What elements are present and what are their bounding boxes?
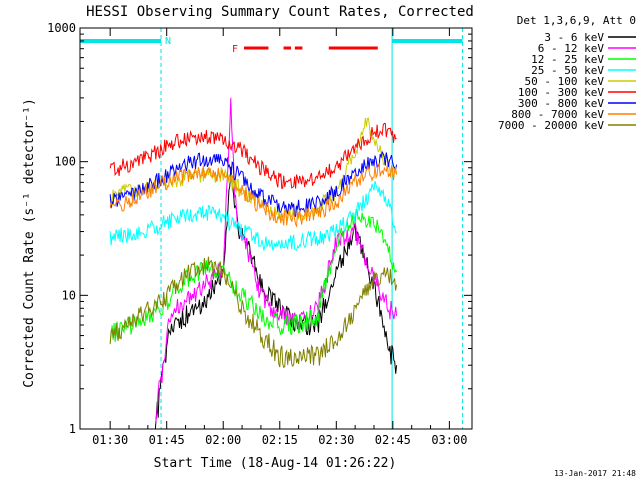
y-tick-label-0: 1 [69, 422, 76, 436]
x-tick-label-5: 02:45 [375, 433, 411, 447]
x-tick-label-4: 02:30 [318, 433, 354, 447]
x-tick-label-0: 01:30 [92, 433, 128, 447]
legend-label-5: 100 - 300 keV [518, 86, 604, 99]
flare-marker-label: F [232, 44, 238, 55]
legend-label-1: 6 - 12 keV [538, 42, 605, 55]
series-line-3 [109, 180, 397, 251]
night-marker-label: N [165, 36, 171, 47]
x-tick-label-6: 03:00 [431, 433, 467, 447]
y-tick-label-1: 10 [62, 288, 76, 302]
legend-label-2: 12 - 25 keV [531, 53, 604, 66]
x-tick-label-2: 02:00 [205, 433, 241, 447]
legend-label-8: 7000 - 20000 keV [498, 119, 604, 132]
legend-label-6: 300 - 800 keV [518, 97, 604, 110]
y-axis-label: Corrected Count Rate (s⁻¹ detector⁻¹) [22, 98, 37, 388]
y-tick-label-3: 1000 [47, 21, 76, 35]
x-axis: 01:30 01:45 02:00 02:15 02:30 02:45 03:00 [92, 28, 467, 447]
y-tick-label-2: 100 [54, 155, 76, 169]
series-line-4 [109, 117, 398, 222]
series-line-2 [109, 208, 398, 342]
legend-label-3: 25 - 50 keV [531, 64, 604, 77]
series-line-5 [109, 122, 397, 189]
legend-label-4: 50 - 100 keV [525, 75, 605, 88]
series-line-7 [109, 162, 398, 228]
plot-area: NF [80, 28, 464, 430]
legend-label-7: 800 - 7000 keV [511, 108, 604, 121]
y-axis: 1 10 100 1000 [47, 21, 472, 436]
legend-label-0: 3 - 6 keV [544, 31, 604, 44]
x-tick-label-3: 02:15 [262, 433, 298, 447]
x-axis-label: Start Time (18-Aug-14 01:26:22) [154, 456, 397, 471]
series-line-1 [154, 97, 398, 424]
series-line-8 [109, 256, 398, 369]
series-line-0 [154, 166, 398, 430]
timestamp: 13-Jan-2017 21:48 [554, 469, 636, 478]
chart-title: HESSI Observing Summary Count Rates, Cor… [86, 4, 474, 20]
x-tick-label-1: 01:45 [149, 433, 185, 447]
legend-header: Det 1,3,6,9, Att 0 [517, 14, 636, 27]
plot-frame [79, 27, 473, 430]
